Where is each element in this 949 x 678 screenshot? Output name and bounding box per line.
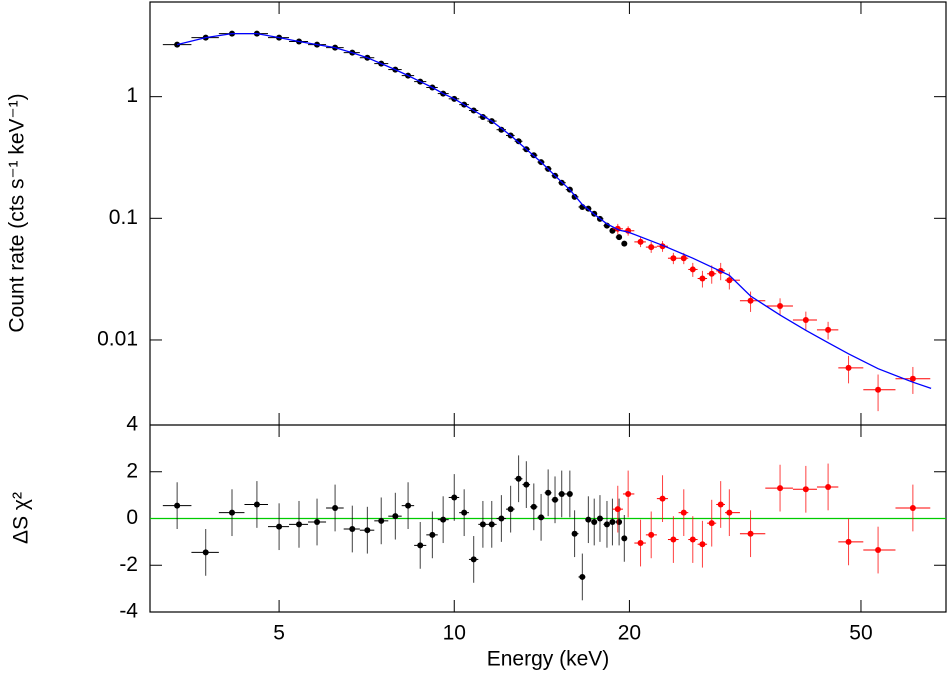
data-point bbox=[545, 489, 552, 496]
y-tick-label: 0.1 bbox=[109, 206, 138, 229]
data-point bbox=[349, 526, 356, 533]
data-point bbox=[609, 519, 616, 526]
data-point bbox=[689, 266, 696, 273]
data-point bbox=[909, 504, 916, 511]
residual-axis-label: ΔS χ² bbox=[10, 492, 33, 544]
data-point bbox=[802, 316, 809, 323]
data-point bbox=[708, 270, 715, 277]
data-point bbox=[429, 531, 436, 538]
data-point bbox=[552, 496, 559, 503]
data-point bbox=[680, 255, 687, 262]
data-point bbox=[621, 240, 628, 247]
data-point bbox=[364, 527, 371, 534]
data-point bbox=[202, 549, 209, 556]
data-point bbox=[523, 481, 530, 488]
data-point bbox=[498, 126, 505, 133]
data-point bbox=[621, 535, 628, 542]
data-point bbox=[538, 514, 545, 521]
data-point bbox=[747, 297, 754, 304]
data-point bbox=[276, 523, 283, 530]
y-tick-label: 1 bbox=[126, 84, 138, 107]
x-axis-label: Energy (keV) bbox=[487, 648, 610, 671]
data-point bbox=[616, 519, 623, 526]
y-tick-label: 4 bbox=[126, 413, 138, 436]
y-tick-label: -4 bbox=[119, 600, 138, 623]
data-point bbox=[579, 573, 586, 580]
data-point bbox=[699, 541, 706, 548]
data-point bbox=[637, 238, 644, 245]
data-point bbox=[875, 386, 882, 393]
data-point bbox=[909, 375, 916, 382]
data-point bbox=[596, 515, 603, 522]
x-tick-label: 5 bbox=[273, 622, 285, 645]
data-point bbox=[440, 516, 447, 523]
data-point bbox=[558, 490, 565, 497]
data-point bbox=[845, 364, 852, 371]
data-point bbox=[530, 503, 537, 510]
data-point bbox=[680, 509, 687, 516]
y-tick-label: 0.01 bbox=[97, 328, 138, 351]
data-point bbox=[417, 542, 424, 549]
data-point bbox=[253, 501, 260, 508]
data-point bbox=[591, 519, 598, 526]
data-point bbox=[670, 536, 677, 543]
data-point bbox=[777, 485, 784, 492]
data-point bbox=[507, 506, 514, 513]
data-point bbox=[461, 509, 468, 516]
data-point bbox=[825, 483, 832, 490]
data-point bbox=[470, 556, 477, 563]
data-point bbox=[332, 504, 339, 511]
x-tick-label: 20 bbox=[618, 622, 641, 645]
data-point bbox=[515, 475, 522, 482]
model-line bbox=[176, 32, 932, 390]
data-point bbox=[637, 540, 644, 547]
data-point bbox=[296, 521, 303, 528]
data-point bbox=[648, 531, 655, 538]
data-point bbox=[747, 530, 754, 537]
data-point bbox=[699, 275, 706, 282]
data-point bbox=[571, 193, 578, 200]
data-point bbox=[717, 501, 724, 508]
x-tick-label: 10 bbox=[443, 622, 466, 645]
data-point bbox=[625, 490, 632, 497]
data-point bbox=[616, 234, 623, 241]
data-point bbox=[603, 521, 610, 528]
y-tick-label: -2 bbox=[119, 553, 138, 576]
data-point bbox=[777, 303, 784, 310]
data-point bbox=[726, 509, 733, 516]
data-point bbox=[314, 519, 321, 526]
data-point bbox=[875, 547, 882, 554]
y-axis-label: Count rate (cts s⁻¹ keV⁻¹) bbox=[6, 93, 29, 332]
data-point bbox=[659, 495, 666, 502]
data-point bbox=[479, 521, 486, 528]
data-point bbox=[488, 521, 495, 528]
data-point bbox=[689, 536, 696, 543]
data-point bbox=[498, 515, 505, 522]
data-point bbox=[648, 244, 655, 251]
data-point bbox=[451, 494, 458, 501]
data-point bbox=[845, 538, 852, 545]
x-tick-label: 50 bbox=[849, 622, 872, 645]
data-point bbox=[229, 509, 236, 516]
data-point bbox=[405, 502, 412, 509]
data-point bbox=[802, 486, 809, 493]
data-point bbox=[726, 277, 733, 284]
data-point bbox=[708, 520, 715, 527]
data-point bbox=[392, 513, 399, 520]
data-point bbox=[174, 502, 181, 509]
data-point bbox=[585, 516, 592, 523]
y-tick-label: 0 bbox=[126, 506, 138, 529]
data-point bbox=[378, 517, 385, 524]
data-point bbox=[515, 138, 522, 145]
data-point bbox=[571, 530, 578, 537]
plot-frame bbox=[149, 1, 947, 613]
data-point bbox=[614, 506, 621, 513]
data-point bbox=[566, 490, 573, 497]
data-point bbox=[825, 326, 832, 333]
y-tick-label: 2 bbox=[126, 459, 138, 482]
data-point bbox=[670, 255, 677, 262]
